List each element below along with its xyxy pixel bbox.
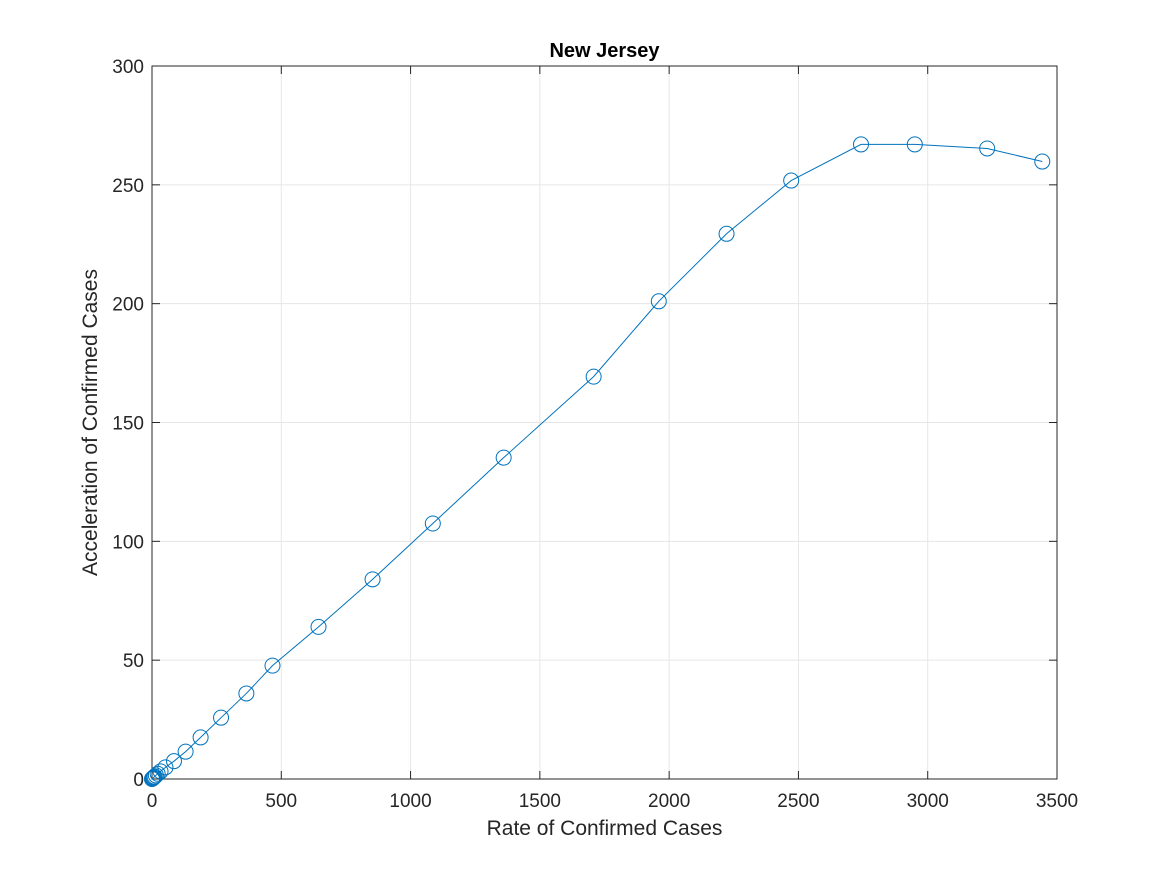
tick-marks xyxy=(151,65,1058,780)
y-tick-label: 150 xyxy=(112,414,144,435)
data-point-marker xyxy=(192,729,209,746)
data-point-marker xyxy=(495,449,512,466)
x-tick-label: 1500 xyxy=(519,791,561,812)
x-tick-label: 3500 xyxy=(1036,791,1078,812)
x-tick-label: 2000 xyxy=(648,791,690,812)
data-point-marker xyxy=(424,515,441,532)
data-point-marker xyxy=(906,136,923,153)
x-tick-label: 3000 xyxy=(907,791,949,812)
x-axis-label: Rate of Confirmed Cases xyxy=(487,817,723,840)
data-point-marker xyxy=(177,743,194,760)
data-point-marker xyxy=(165,753,182,770)
y-tick-label: 200 xyxy=(112,295,144,316)
data-point-marker xyxy=(1034,153,1051,170)
data-point-marker xyxy=(146,768,163,785)
data-point-marker xyxy=(145,769,162,786)
data-point-marker xyxy=(979,140,996,157)
data-point-marker xyxy=(213,709,230,726)
data-point-marker xyxy=(152,763,169,780)
data-point-marker xyxy=(650,293,667,310)
data-point-marker xyxy=(147,767,164,784)
series xyxy=(144,136,1051,787)
y-tick-label: 300 xyxy=(112,57,144,78)
chart-title: New Jersey xyxy=(549,40,660,62)
y-tick-label: 100 xyxy=(112,532,144,553)
x-tick-labels: 0 500 1000 1500 2000 2500 3000 3500 xyxy=(147,791,1078,812)
data-point-marker xyxy=(238,685,255,702)
data-point-marker xyxy=(157,759,174,776)
data-point-marker xyxy=(364,571,381,588)
y-tick-label: 0 xyxy=(133,770,144,791)
x-tick-label: 1000 xyxy=(389,791,431,812)
data-point-marker xyxy=(853,136,870,153)
data-point-marker xyxy=(783,172,800,189)
x-tick-label: 0 xyxy=(147,791,158,812)
y-tick-label: 50 xyxy=(123,651,144,672)
data-point-marker xyxy=(718,225,735,242)
y-axis-label: Acceleration of Confirmed Cases xyxy=(79,269,102,576)
data-point-marker xyxy=(585,368,602,385)
x-tick-label: 500 xyxy=(265,791,297,812)
data-point-marker xyxy=(264,657,281,674)
data-point-marker xyxy=(310,618,327,635)
y-tick-labels: 0 50 100 150 200 250 300 xyxy=(112,57,144,791)
y-tick-label: 250 xyxy=(112,176,144,197)
x-tick-label: 2500 xyxy=(777,791,819,812)
grid xyxy=(152,66,1057,779)
